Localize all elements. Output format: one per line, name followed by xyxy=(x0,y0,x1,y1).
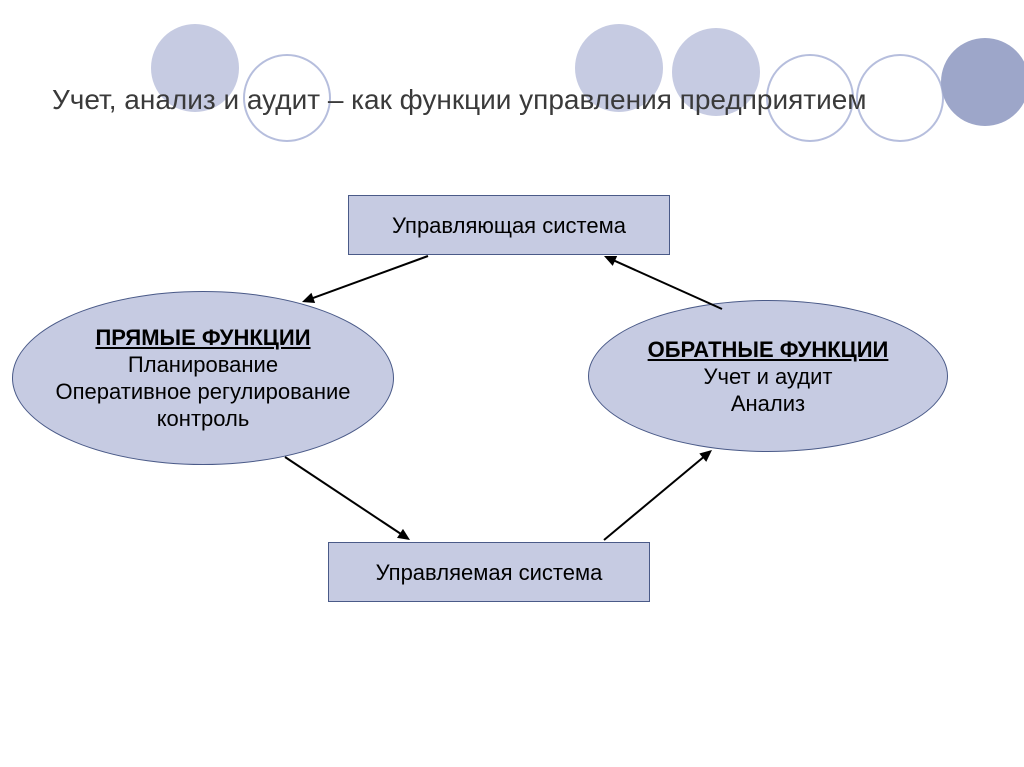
ellipse-direct-functions: ПРЯМЫЕ ФУНКЦИИ Планирование Оперативное … xyxy=(12,291,394,465)
box-managing-system: Управляющая система xyxy=(348,195,670,255)
ellipse-direct-line-2: контроль xyxy=(157,405,250,432)
ellipse-direct-heading: ПРЯМЫЕ ФУНКЦИИ xyxy=(95,324,310,351)
decor-circle-5 xyxy=(856,54,944,142)
slide-stage: Учет, анализ и аудит – как функции управ… xyxy=(0,0,1024,767)
ellipse-direct-line-1: Оперативное регулирование xyxy=(56,378,351,405)
box-managing-system-label: Управляющая система xyxy=(392,212,626,239)
decor-circle-6 xyxy=(941,38,1024,126)
ellipse-direct-line-0: Планирование xyxy=(128,351,278,378)
ellipse-reverse-line-0: Учет и аудит xyxy=(704,363,833,390)
slide-title: Учет, анализ и аудит – как функции управ… xyxy=(52,84,867,116)
ellipse-reverse-line-1: Анализ xyxy=(731,390,805,417)
box-managed-system-label: Управляемая система xyxy=(376,559,603,586)
box-managed-system: Управляемая система xyxy=(328,542,650,602)
ellipse-reverse-heading: ОБРАТНЫЕ ФУНКЦИИ xyxy=(648,336,889,363)
ellipse-reverse-functions: ОБРАТНЫЕ ФУНКЦИИ Учет и аудит Анализ xyxy=(588,300,948,452)
